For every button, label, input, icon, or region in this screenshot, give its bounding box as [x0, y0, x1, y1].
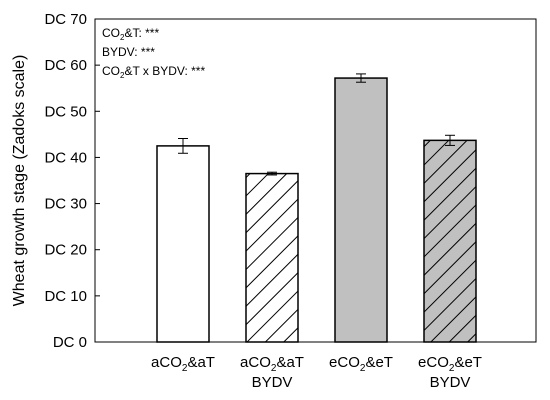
y-tick-label: DC 70 [44, 11, 87, 28]
error-bar [356, 73, 366, 83]
error-bar [445, 134, 455, 146]
error-bar [267, 171, 277, 176]
y-tick-label: DC 20 [44, 242, 87, 259]
error-bar [178, 138, 188, 154]
annotation-text: BYDV: *** [102, 45, 155, 59]
y-tick-label: DC 50 [44, 103, 87, 120]
x-tick-label-line2: BYDV [252, 374, 293, 391]
plot-frame [94, 18, 537, 343]
y-tick-label: DC 60 [44, 57, 87, 74]
y-axis-label: Wheat growth stage (Zadoks scale) [11, 55, 28, 307]
annotation-text: CO2&T x BYDV: *** [102, 64, 205, 80]
annotation-text: CO2&T: *** [102, 26, 159, 42]
x-tick-label: aCO2&aT [151, 354, 215, 374]
y-tick-label: DC 10 [44, 288, 87, 305]
x-tick-label: aCO2&aT [240, 354, 304, 374]
annotations: CO2&T: *** BYDV: *** CO2&T x BYDV: *** [102, 26, 205, 80]
bar [245, 172, 299, 343]
y-tick-label: DC 0 [53, 334, 87, 351]
y-tick-label: DC 30 [44, 196, 87, 213]
y-axis: DC 0 DC 10 DC 20 DC 30 DC 40 DC 50 DC 60 DC 70 [44, 11, 100, 351]
x-tick-label-line2: BYDV [430, 374, 471, 391]
y-tick-label: DC 40 [44, 149, 87, 166]
bar [334, 77, 388, 343]
x-tick-label: eCO2&eT [418, 354, 482, 374]
bars [156, 73, 477, 343]
bar [156, 145, 210, 343]
x-tick-label: eCO2&eT [329, 354, 393, 374]
bar [423, 139, 477, 343]
